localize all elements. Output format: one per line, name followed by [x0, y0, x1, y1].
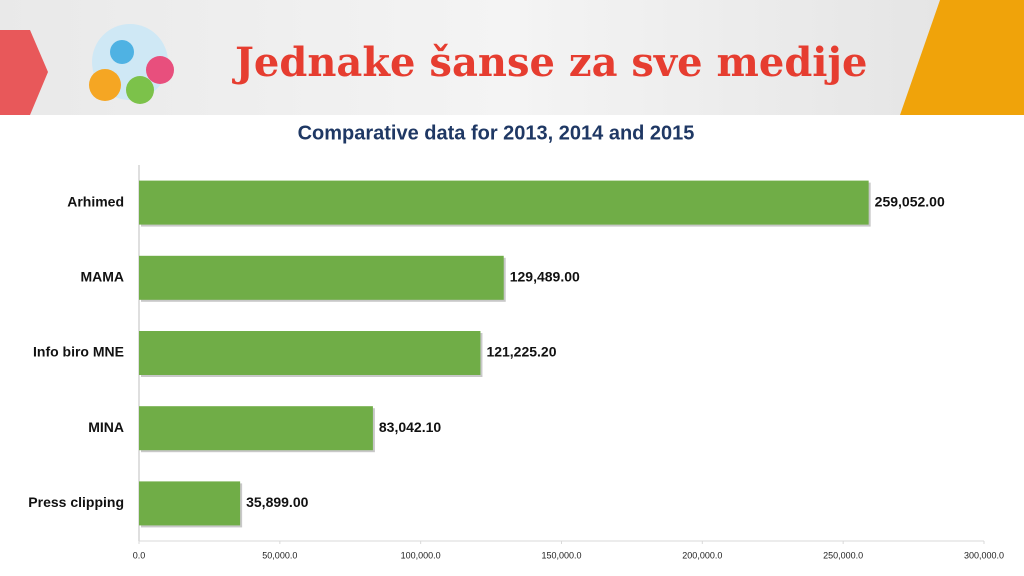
bar	[139, 481, 241, 526]
banner-tab	[0, 30, 48, 115]
category-label: Arhimed	[67, 193, 124, 209]
icon	[110, 40, 134, 64]
icon	[89, 69, 121, 101]
category-label: Press clipping	[28, 494, 124, 510]
category-label: MAMA	[80, 269, 124, 285]
bar	[139, 255, 504, 300]
value-label: 259,052.00	[875, 193, 945, 209]
banner-background	[0, 0, 1024, 115]
value-label: 121,225.20	[486, 344, 556, 360]
x-tick-label: 150,000.0	[541, 550, 581, 560]
bar	[139, 180, 869, 225]
icon	[146, 56, 174, 84]
value-label: 129,489.00	[510, 269, 580, 285]
x-tick-label: 0.0	[133, 550, 146, 560]
banner-right-image	[900, 0, 1024, 115]
value-label: 83,042.10	[379, 419, 441, 435]
banner: Jednake šanse za sve medije	[0, 0, 1024, 115]
chart-title: Comparative data for 2013, 2014 and 2015	[298, 122, 695, 144]
x-tick-label: 50,000.0	[262, 550, 297, 560]
x-tick-label: 100,000.0	[401, 550, 441, 560]
x-tick-label: 200,000.0	[682, 550, 722, 560]
x-tick-label: 250,000.0	[823, 550, 863, 560]
bar	[139, 331, 481, 375]
value-label: 35,899.00	[246, 494, 308, 510]
banner-title: Jednake šanse za sve medije	[232, 39, 867, 86]
category-label: MINA	[88, 419, 124, 435]
category-label: Info biro MNE	[33, 344, 124, 360]
bar	[139, 406, 373, 451]
icon	[126, 76, 154, 104]
x-tick-label: 300,000.0	[964, 550, 1004, 560]
